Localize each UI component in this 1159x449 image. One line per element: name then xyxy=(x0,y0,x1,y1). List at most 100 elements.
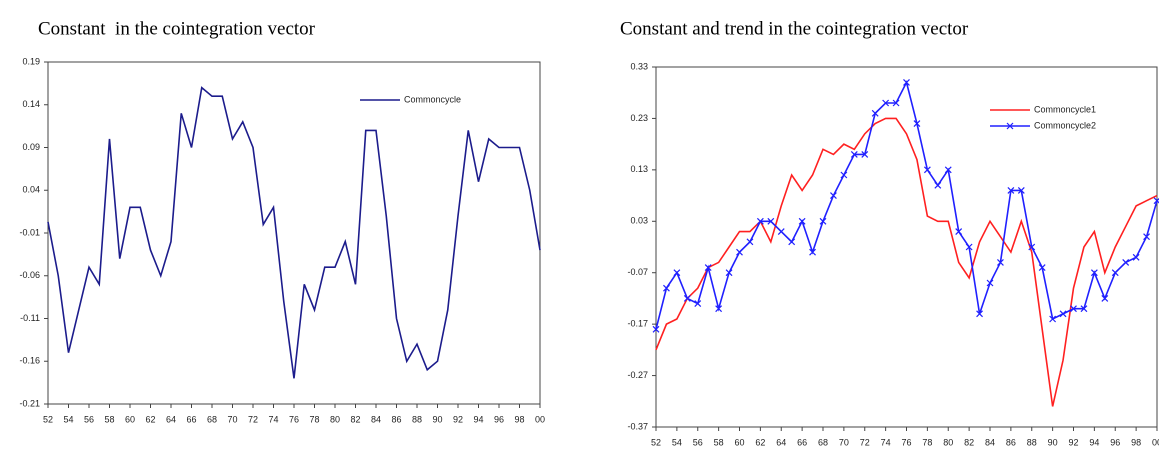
marker xyxy=(798,217,806,225)
marker xyxy=(1028,243,1036,251)
marker xyxy=(1090,269,1098,277)
marker xyxy=(1153,197,1159,205)
y-tick-label: -0.37 xyxy=(627,421,648,431)
x-tick-label: 88 xyxy=(1027,437,1037,447)
x-tick-label: 66 xyxy=(186,414,196,424)
marker xyxy=(892,99,900,107)
x-tick-label: 78 xyxy=(922,437,932,447)
marker xyxy=(736,248,743,256)
x-tick-label: 56 xyxy=(84,414,94,424)
x-tick-label: 92 xyxy=(453,414,463,424)
x-tick-label: 98 xyxy=(1131,437,1141,447)
marker xyxy=(1038,264,1046,271)
marker xyxy=(704,264,712,271)
marker xyxy=(809,248,816,256)
x-tick-label: 80 xyxy=(943,437,953,447)
marker xyxy=(1059,310,1067,318)
marker xyxy=(777,228,785,235)
x-tick-label: 70 xyxy=(839,437,849,447)
x-tick-label: 60 xyxy=(125,414,135,424)
legend-label: Commoncycle2 xyxy=(1034,120,1096,130)
marker xyxy=(715,305,723,313)
x-tick-label: 62 xyxy=(145,414,155,424)
x-tick-label: 54 xyxy=(63,414,73,424)
x-tick-label: 86 xyxy=(391,414,401,424)
marker xyxy=(986,279,994,287)
series-line xyxy=(47,86,541,379)
x-tick-label: 90 xyxy=(432,414,442,424)
x-tick-label: 00 xyxy=(535,414,545,424)
marker xyxy=(976,310,983,318)
marker xyxy=(1122,259,1130,266)
marker xyxy=(746,238,754,246)
series-line xyxy=(655,117,1158,407)
x-tick-label: 86 xyxy=(1006,437,1016,447)
x-tick-label: 96 xyxy=(1110,437,1120,447)
marker xyxy=(934,181,942,189)
y-tick-label: 0.14 xyxy=(22,99,40,109)
marker xyxy=(965,243,973,251)
marker xyxy=(1101,295,1109,302)
y-tick-label: -0.21 xyxy=(19,398,40,408)
x-tick-label: 66 xyxy=(797,437,807,447)
x-tick-label: 74 xyxy=(881,437,891,447)
x-tick-label: 98 xyxy=(514,414,524,424)
marker xyxy=(923,166,931,174)
x-tick-label: 78 xyxy=(309,414,319,424)
marker xyxy=(756,217,764,225)
x-tick-label: 82 xyxy=(964,437,974,447)
y-tick-label: 0.04 xyxy=(22,185,40,195)
x-tick-label: 92 xyxy=(1068,437,1078,447)
marker xyxy=(944,166,952,174)
marker xyxy=(694,300,702,307)
marker xyxy=(830,192,837,199)
x-tick-label: 58 xyxy=(104,414,114,424)
chart-title: Constant and trend in the cointegration … xyxy=(620,18,969,39)
marker xyxy=(1007,187,1015,194)
marker xyxy=(767,217,775,225)
y-tick-label: 0.09 xyxy=(22,142,40,152)
x-tick-label: 60 xyxy=(734,437,744,447)
plot-frame xyxy=(47,61,541,405)
y-tick-label: -0.01 xyxy=(19,227,40,237)
marker xyxy=(652,325,660,333)
y-tick-label: 0.03 xyxy=(630,216,648,226)
y-tick-label: 0.23 xyxy=(630,113,648,123)
x-tick-label: 62 xyxy=(755,437,765,447)
x-tick-label: 72 xyxy=(248,414,258,424)
x-tick-label: 64 xyxy=(166,414,176,424)
x-tick-label: 00 xyxy=(1152,437,1159,447)
x-tick-label: 76 xyxy=(289,414,299,424)
marker xyxy=(903,79,910,86)
marker xyxy=(819,217,827,225)
marker xyxy=(725,269,733,277)
legend-label: Commoncycle1 xyxy=(1034,104,1096,114)
marker xyxy=(861,151,869,158)
x-tick-label: 56 xyxy=(693,437,703,447)
marker xyxy=(1017,187,1025,194)
x-tick-label: 70 xyxy=(227,414,237,424)
marker xyxy=(997,259,1004,266)
y-tick-label: 0.13 xyxy=(630,164,648,174)
x-tick-label: 74 xyxy=(268,414,278,424)
x-tick-label: 84 xyxy=(985,437,995,447)
marker xyxy=(1070,305,1077,313)
y-tick-label: 0.33 xyxy=(630,61,648,71)
x-tick-label: 64 xyxy=(776,437,786,447)
legend-label: Commoncycle xyxy=(404,94,461,104)
marker xyxy=(913,120,921,127)
x-tick-label: 94 xyxy=(1089,437,1099,447)
legend-marker xyxy=(1006,122,1014,130)
y-tick-label: -0.11 xyxy=(20,313,40,323)
x-tick-label: 68 xyxy=(818,437,828,447)
chart-title: Constant in the cointegration vector xyxy=(38,18,316,39)
marker xyxy=(1132,253,1140,261)
x-tick-label: 90 xyxy=(1048,437,1058,447)
y-tick-label: -0.27 xyxy=(627,370,648,380)
y-tick-label: -0.06 xyxy=(19,270,40,280)
x-tick-label: 52 xyxy=(651,437,661,447)
x-tick-label: 76 xyxy=(901,437,911,447)
marker xyxy=(882,99,890,107)
marker xyxy=(850,151,858,158)
